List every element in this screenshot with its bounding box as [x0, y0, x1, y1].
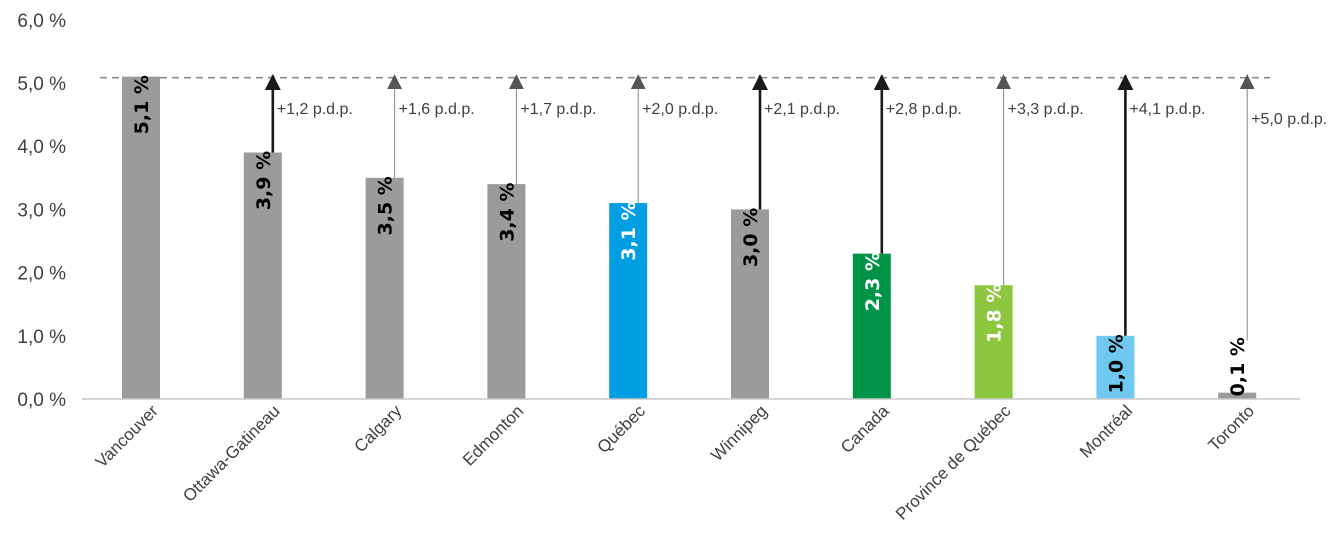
bar-montr-al [1096, 335, 1135, 399]
data-label: 1,8 % [984, 284, 1006, 343]
y-tick-label: 6,0 % [17, 11, 66, 32]
y-tick-label: 2,0 % [17, 264, 66, 285]
data-label: 0,1 % [1227, 337, 1249, 396]
gap-label: +5,0 p.d.p. [1251, 111, 1327, 128]
gap-label: +3,3 p.d.p. [1008, 101, 1084, 118]
bar-edmonton [487, 184, 526, 399]
gap-label: +4,1 p.d.p. [1129, 101, 1205, 118]
bar-canada [852, 253, 891, 399]
bar-calgary [365, 177, 404, 399]
data-label: 5,1 % [131, 75, 153, 134]
data-label: 1,0 % [1105, 334, 1127, 393]
bar-ottawa-gatineau [243, 152, 282, 399]
bar-province-de-qu-bec [974, 285, 1013, 399]
x-tick-label: Canada [837, 401, 893, 457]
bars-group [122, 76, 1257, 400]
gap-label: +2,1 p.d.p. [764, 101, 840, 118]
data-label: 3,5 % [375, 176, 397, 235]
gap-label: +2,0 p.d.p. [642, 101, 718, 118]
data-label: 2,3 % [862, 252, 884, 311]
bar-winnipeg [731, 209, 769, 399]
data-label: 3,0 % [740, 208, 762, 267]
x-tick-label: Calgary [351, 401, 406, 456]
gap-arrows-group: +1,2 p.d.p. +1,6 p.d.p. +1,7 p.d.p. +2,0 p.… [264, 74, 1327, 341]
x-tick-label: Province de Québec [892, 401, 1015, 524]
x-tick-label: Montréal [1076, 401, 1136, 461]
gap-label: +1,7 p.d.p. [520, 101, 596, 118]
x-tick-label: Toronto [1204, 401, 1258, 455]
data-label: 3,4 % [496, 182, 518, 241]
gap-label: +2,8 p.d.p. [886, 101, 962, 118]
x-tick-label: Winnipeg [707, 401, 771, 465]
x-axis: Vancouver Ottawa-Gatineau Calgary Edmonton Q… [82, 398, 1300, 524]
x-tick-label: Vancouver [92, 401, 162, 471]
bar-toronto [1218, 392, 1257, 399]
y-tick-label: 0,0 % [17, 390, 66, 411]
x-tick-label: Ottawa-Gatineau [179, 401, 283, 505]
bar-qu-bec [609, 203, 648, 399]
y-tick-label: 5,0 % [17, 74, 66, 95]
x-tick-label: Québec [593, 401, 649, 457]
y-tick-label: 4,0 % [17, 137, 66, 158]
data-label: 3,9 % [253, 151, 275, 210]
y-tick-label: 1,0 % [17, 327, 66, 348]
bar-vancouver [122, 76, 160, 400]
data-label: 3,1 % [618, 201, 640, 260]
y-tick-label: 3,0 % [17, 200, 66, 221]
y-axis: 0,0 % 1,0 % 2,0 % 3,0 % 4,0 % 5,0 % 6,0 % [17, 11, 66, 411]
value-labels-group: 5,1 % 3,9 % 3,5 % 3,4 % 3,1 % 3,0 % 2,3 % 1,8 %… [131, 75, 1249, 396]
gap-label: +1,6 p.d.p. [399, 101, 475, 118]
gap-label: +1,2 p.d.p. [277, 101, 353, 118]
x-tick-label: Edmonton [459, 401, 527, 469]
